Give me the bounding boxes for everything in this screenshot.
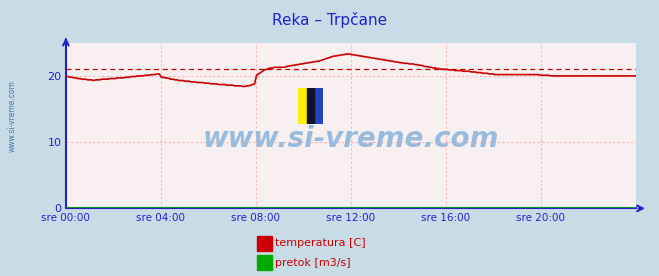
Polygon shape — [306, 88, 314, 124]
Text: temperatura [C]: temperatura [C] — [275, 238, 366, 248]
Polygon shape — [298, 88, 310, 124]
Text: Reka – Trpčane: Reka – Trpčane — [272, 12, 387, 28]
Text: pretok [m3/s]: pretok [m3/s] — [275, 258, 351, 268]
Text: www.si-vreme.com: www.si-vreme.com — [8, 80, 17, 152]
Polygon shape — [310, 88, 323, 124]
Text: www.si-vreme.com: www.si-vreme.com — [203, 125, 499, 153]
